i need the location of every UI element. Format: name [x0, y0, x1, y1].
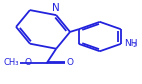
Text: N: N	[52, 3, 60, 13]
Text: O: O	[24, 58, 31, 67]
Text: CH₃: CH₃	[3, 58, 19, 67]
Text: O: O	[66, 58, 73, 67]
Text: 2: 2	[132, 43, 136, 48]
Text: NH: NH	[124, 39, 138, 48]
